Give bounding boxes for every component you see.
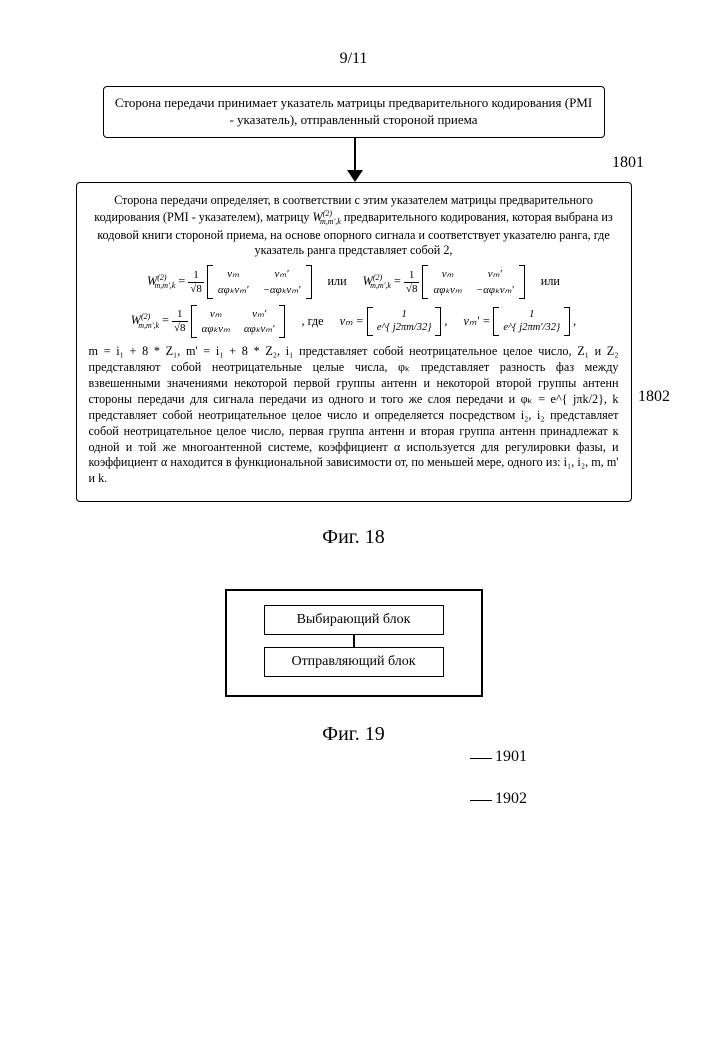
- step-1802-body: m = i₁ + 8 * Z₁, m' = i₁ + 8 * Z₂, i₁ пр…: [89, 344, 619, 487]
- step-box-1802: Сторона передачи определяет, в соответст…: [76, 182, 632, 502]
- callout-1902: 1902: [495, 790, 527, 808]
- fig19-connector: [353, 635, 355, 647]
- eq-2: W(2)m,m',k = 1√8 vₘvₘ' αφₖvₘ−αφₖvₘ': [363, 265, 525, 299]
- fig19-block-1902: Отправляющий блок: [264, 647, 444, 677]
- formula-row-1: W(2)m,m',k = 1√8 vₘvₘ' αφₖvₘ'−αφₖvₘ' или…: [89, 265, 619, 299]
- figure-18-label: Фиг. 18: [0, 526, 707, 549]
- callout-1802: 1802: [638, 388, 670, 406]
- callout-1901: 1901: [495, 748, 527, 766]
- eq-3: W(2)m,m',k = 1√8 vₘvₘ' αφₖvₘαφₖvₘ': [131, 305, 286, 339]
- eq-vm: vₘ = 1 e^{ j2πm/32} ,: [340, 307, 448, 336]
- step-box-1801: Сторона передачи принимает указатель мат…: [103, 86, 605, 138]
- arrow-down-icon: [0, 138, 707, 182]
- or-text-1: или: [328, 274, 347, 290]
- step-1801-text: Сторона передачи принимает указатель мат…: [115, 95, 592, 127]
- page-number: 9/11: [0, 50, 707, 68]
- fig19-device-box: Выбирающий блок Отправляющий блок: [225, 589, 483, 697]
- step-1802-intro: Сторона передачи определяет, в соответст…: [89, 193, 619, 259]
- gde-text: , где: [301, 314, 323, 330]
- eq-1: W(2)m,m',k = 1√8 vₘvₘ' αφₖvₘ'−αφₖvₘ': [147, 265, 311, 299]
- fig19-block-1901: Выбирающий блок: [264, 605, 444, 635]
- or-text-2: или: [541, 274, 560, 290]
- eq-vmp: vₘ' = 1 e^{ j2πm'/32} ,: [463, 307, 576, 336]
- leader-1901: [470, 758, 492, 759]
- leader-1902: [470, 800, 492, 801]
- figure-19-label: Фиг. 19: [0, 723, 707, 746]
- w-sub: m,m',k: [320, 217, 341, 226]
- formula-row-2: W(2)m,m',k = 1√8 vₘvₘ' αφₖvₘαφₖvₘ' , где…: [89, 305, 619, 339]
